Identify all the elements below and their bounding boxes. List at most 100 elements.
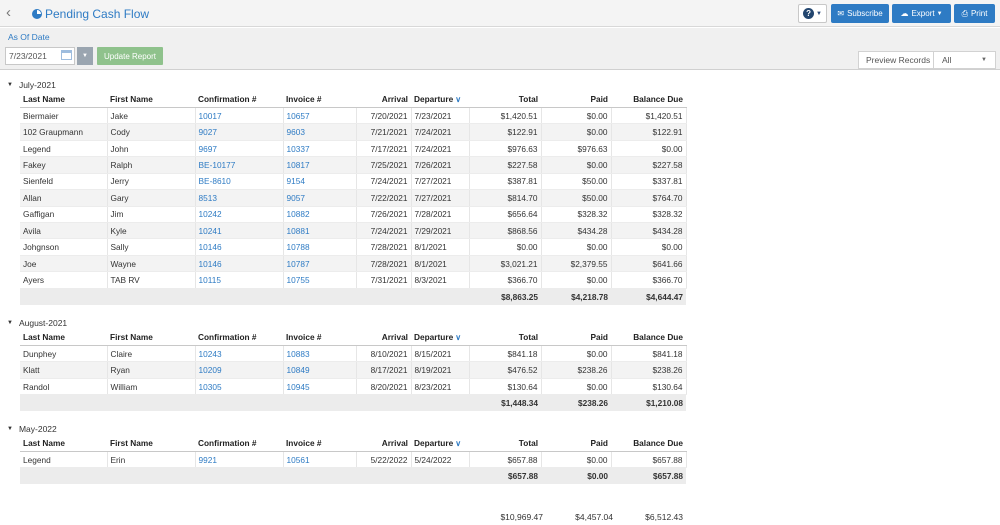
export-label: Export xyxy=(911,9,935,18)
table-row[interactable]: Biermaier Jake 10017 10657 7/20/2021 7/23/202… xyxy=(20,107,687,125)
cell-invoice[interactable]: 10787 xyxy=(283,255,357,273)
column-header-last-name[interactable]: Last Name xyxy=(20,91,107,108)
cell-invoice[interactable]: 9154 xyxy=(283,173,357,191)
table-row[interactable]: Avila Kyle 10241 10881 7/24/2021 7/29/2021 $86… xyxy=(20,222,687,240)
column-header-arrival[interactable]: Arrival xyxy=(356,91,411,108)
as-of-date-input[interactable]: 7/23/2021 xyxy=(5,47,75,65)
table-row[interactable]: Klatt Ryan 10209 10849 8/17/2021 8/19/2021 $47… xyxy=(20,361,687,379)
column-header-last-name[interactable]: Last Name xyxy=(20,329,107,346)
column-header-balance-due[interactable]: Balance Due xyxy=(611,435,686,452)
cell-paid: $0.00 xyxy=(541,156,612,174)
cell-invoice[interactable]: 10817 xyxy=(283,156,357,174)
table-row[interactable]: Fakey Ralph BE-10177 10817 7/25/2021 7/26/202… xyxy=(20,156,687,174)
calendar-icon[interactable] xyxy=(61,50,72,60)
table-row[interactable]: Allan Gary 8513 9057 7/22/2021 7/27/2021 $814.… xyxy=(20,189,687,207)
cell-invoice[interactable]: 10755 xyxy=(283,271,357,289)
column-header-paid[interactable]: Paid xyxy=(541,91,611,108)
cell-invoice[interactable]: 10337 xyxy=(283,140,357,158)
table-row[interactable]: 102 Graupmann Cody 9027 9603 7/21/2021 7/24/2… xyxy=(20,123,687,141)
cell-confirmation[interactable]: 10242 xyxy=(195,206,284,224)
group-header[interactable]: ▼ August-2021 xyxy=(7,318,67,328)
column-header-confirmation[interactable]: Confirmation # xyxy=(195,435,283,452)
sort-desc-icon[interactable]: ∨ xyxy=(455,332,462,342)
print-button[interactable]: ⎙ Print xyxy=(954,4,995,23)
cell-invoice[interactable]: 10883 xyxy=(283,345,357,363)
column-header-confirmation[interactable]: Confirmation # xyxy=(195,91,283,108)
table-row[interactable]: Ayers TAB RV 10115 10755 7/31/2021 8/3/2021 $3… xyxy=(20,271,687,289)
table-row[interactable]: Randol William 10305 10945 8/20/2021 8/23/202… xyxy=(20,378,687,396)
cell-invoice[interactable]: 10945 xyxy=(283,378,357,396)
cell-confirmation[interactable]: BE-8610 xyxy=(195,173,284,191)
cell-confirmation[interactable]: 9921 xyxy=(195,451,284,469)
column-header-total[interactable]: Total xyxy=(469,435,541,452)
cell-invoice[interactable]: 10881 xyxy=(283,222,357,240)
column-header-departure[interactable]: Departure ∨ xyxy=(411,435,469,452)
column-header-confirmation[interactable]: Confirmation # xyxy=(195,329,283,346)
column-header-departure[interactable]: Departure ∨ xyxy=(411,329,469,346)
cell-first-name: Claire xyxy=(107,345,196,363)
column-header-paid[interactable]: Paid xyxy=(541,329,611,346)
preview-records-select[interactable]: Preview Records All ▼ xyxy=(858,51,996,69)
back-arrow-icon[interactable]: ‹ xyxy=(6,4,11,21)
column-header-balance-due[interactable]: Balance Due xyxy=(611,91,686,108)
cell-invoice[interactable]: 10882 xyxy=(283,206,357,224)
sort-desc-icon[interactable]: ∨ xyxy=(455,94,462,104)
column-header-first-name[interactable]: First Name xyxy=(107,435,195,452)
cell-confirmation[interactable]: 10305 xyxy=(195,378,284,396)
cell-invoice[interactable]: 9603 xyxy=(283,123,357,141)
group-header[interactable]: ▼ May-2022 xyxy=(7,424,57,434)
table-row[interactable]: Legend John 9697 10337 7/17/2021 7/24/2021 $97… xyxy=(20,140,687,158)
cell-confirmation[interactable]: 10146 xyxy=(195,238,284,256)
cell-invoice[interactable]: 10561 xyxy=(283,451,357,469)
export-button[interactable]: ☁ Export ▼ xyxy=(892,4,951,23)
table-row[interactable]: Johgnson Sally 10146 10788 7/28/2021 8/1/2021… xyxy=(20,238,687,256)
total-spacer-cell xyxy=(411,394,469,412)
subscribe-button[interactable]: ✉ Subscribe xyxy=(831,4,889,23)
table-row[interactable]: Sienfeld Jerry BE-8610 9154 7/24/2021 7/27/20… xyxy=(20,173,687,191)
collapse-triangle-icon[interactable]: ▼ xyxy=(7,320,13,326)
table-row[interactable]: Dunphey Claire 10243 10883 8/10/2021 8/15/202… xyxy=(20,345,687,363)
cell-confirmation[interactable]: 9697 xyxy=(195,140,284,158)
column-header-departure[interactable]: Departure ∨ xyxy=(411,91,469,108)
column-header-arrival[interactable]: Arrival xyxy=(356,435,411,452)
cell-confirmation[interactable]: 10146 xyxy=(195,255,284,273)
cell-departure: 7/29/2021 xyxy=(411,222,470,240)
column-header-first-name[interactable]: First Name xyxy=(107,91,195,108)
column-header-invoice[interactable]: Invoice # xyxy=(283,435,356,452)
column-header-invoice[interactable]: Invoice # xyxy=(283,329,356,346)
column-header-label: First Name xyxy=(110,331,153,342)
column-header-first-name[interactable]: First Name xyxy=(107,329,195,346)
table-row[interactable]: Legend Erin 9921 10561 5/22/2022 5/24/2022 $65… xyxy=(20,451,687,469)
cell-confirmation[interactable]: 10115 xyxy=(195,271,284,289)
update-report-button[interactable]: Update Report xyxy=(97,47,163,65)
column-header-paid[interactable]: Paid xyxy=(541,435,611,452)
group-header[interactable]: ▼ July-2021 xyxy=(7,80,56,90)
collapse-triangle-icon[interactable]: ▼ xyxy=(7,426,13,432)
cell-invoice[interactable]: 10788 xyxy=(283,238,357,256)
column-header-arrival[interactable]: Arrival xyxy=(356,329,411,346)
table-row[interactable]: Gaffigan Jim 10242 10882 7/26/2021 7/28/2021 $… xyxy=(20,206,687,224)
column-header-total[interactable]: Total xyxy=(469,91,541,108)
column-header-last-name[interactable]: Last Name xyxy=(20,435,107,452)
cell-confirmation[interactable]: 8513 xyxy=(195,189,284,207)
cell-total: $476.52 xyxy=(469,361,542,379)
cell-confirmation[interactable]: 10209 xyxy=(195,361,284,379)
cell-confirmation[interactable]: 10017 xyxy=(195,107,284,125)
table-row[interactable]: Joe Wayne 10146 10787 7/28/2021 8/1/2021 $3,02… xyxy=(20,255,687,273)
cell-confirmation[interactable]: 9027 xyxy=(195,123,284,141)
column-header-balance-due[interactable]: Balance Due xyxy=(611,329,686,346)
group-total-balance-due: $657.88 xyxy=(611,467,686,485)
collapse-triangle-icon[interactable]: ▼ xyxy=(7,82,13,88)
column-header-total[interactable]: Total xyxy=(469,329,541,346)
cell-confirmation[interactable]: BE-10177 xyxy=(195,156,284,174)
date-dropdown-toggle[interactable]: ▼ xyxy=(77,47,93,65)
cell-confirmation[interactable]: 10241 xyxy=(195,222,284,240)
cell-invoice[interactable]: 10657 xyxy=(283,107,357,125)
cell-invoice[interactable]: 10849 xyxy=(283,361,357,379)
group-title: July-2021 xyxy=(18,80,56,90)
column-header-invoice[interactable]: Invoice # xyxy=(283,91,356,108)
sort-desc-icon[interactable]: ∨ xyxy=(455,438,462,448)
cell-invoice[interactable]: 9057 xyxy=(283,189,357,207)
cell-confirmation[interactable]: 10243 xyxy=(195,345,284,363)
help-button[interactable]: ? ▼ xyxy=(798,4,827,23)
